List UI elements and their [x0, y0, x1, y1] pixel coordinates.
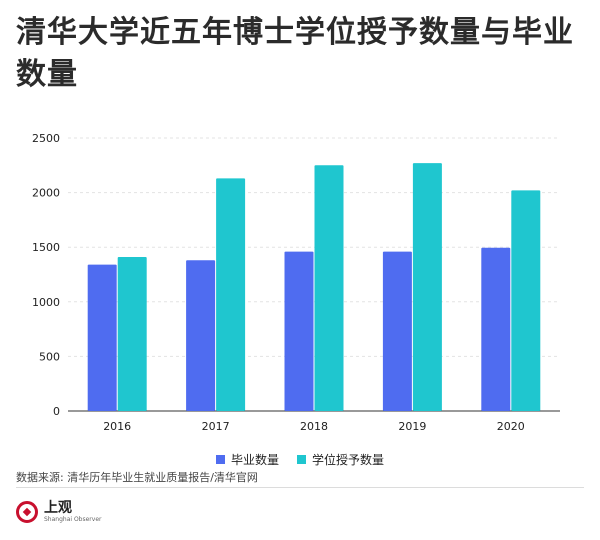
legend-label-graduates: 毕业数量	[230, 453, 279, 467]
y-tick-label: 0	[53, 405, 60, 418]
y-tick-label: 1500	[32, 241, 60, 254]
y-tick-label: 1000	[32, 296, 60, 309]
bar	[216, 178, 246, 411]
x-tick-label: 2017	[202, 420, 230, 433]
brand-tagline: Shanghai Observer	[44, 516, 102, 523]
legend-swatch-graduates	[215, 455, 225, 464]
y-tick-label: 2500	[32, 132, 60, 145]
x-tick-label: 2020	[497, 420, 525, 433]
legend-item-degrees: 学位授予数量	[297, 451, 384, 468]
bar	[87, 264, 117, 411]
bar	[284, 251, 314, 411]
brand: 上观 Shanghai Observer	[16, 500, 101, 524]
chart-title: 清华大学近五年博士学位授予数量与毕业数量	[16, 15, 574, 92]
legend-item-graduates: 毕业数量	[215, 451, 279, 468]
shanghai-observer-logo-icon	[16, 501, 38, 523]
legend-label-degrees: 学位授予数量	[312, 453, 385, 467]
bar	[186, 260, 216, 411]
bar-chart: 0 500 1000 1500 2000 2500 2016 2017 2018 2019 2020	[32, 132, 560, 433]
x-tick-label: 2019	[398, 420, 426, 433]
y-tick-label: 500	[39, 350, 60, 363]
x-tick-label: 2018	[300, 420, 328, 433]
bar	[314, 165, 344, 411]
bar	[511, 190, 541, 411]
bar	[117, 257, 147, 411]
x-tick-label: 2016	[103, 420, 131, 433]
divider	[16, 487, 584, 488]
brand-name: 上观	[44, 500, 72, 516]
y-tick-label: 2000	[32, 187, 60, 200]
source-note: 数据来源: 清华历年毕业生就业质量报告/清华官网	[16, 471, 258, 484]
bar	[412, 163, 442, 411]
bar	[481, 247, 511, 411]
bar	[382, 251, 412, 411]
legend: 毕业数量 学位授予数量	[0, 451, 600, 468]
legend-swatch-degrees	[297, 455, 306, 464]
